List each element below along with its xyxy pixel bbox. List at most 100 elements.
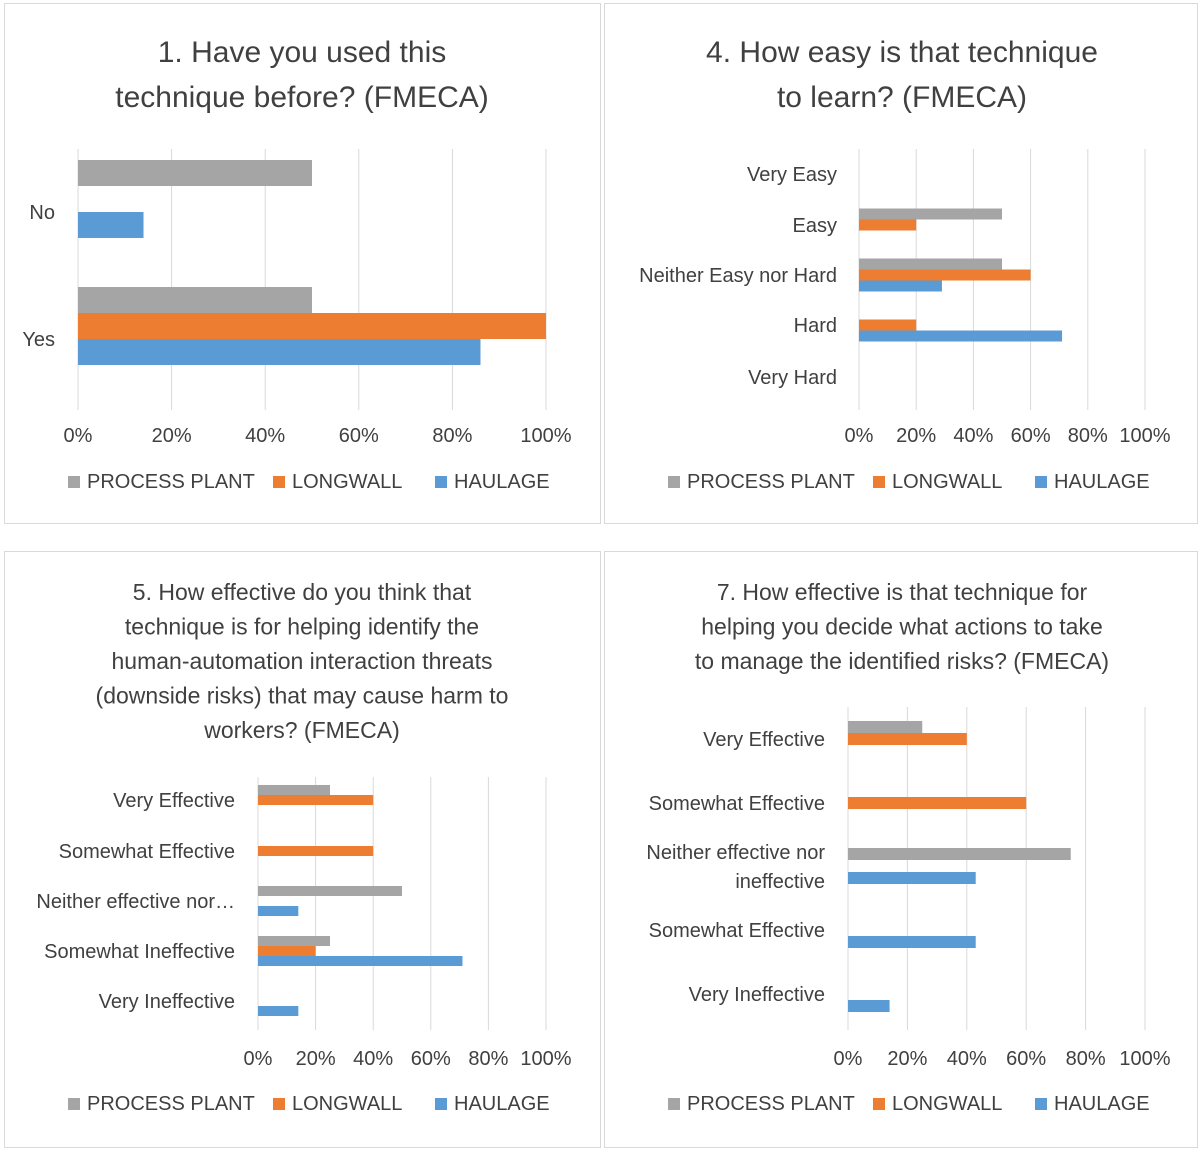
chart-title-line: technique is for helping identify the bbox=[125, 614, 479, 640]
category-label: No bbox=[29, 202, 55, 224]
bar-haulage bbox=[78, 212, 144, 238]
category-label: Easy bbox=[793, 215, 837, 237]
x-tick-label: 0% bbox=[64, 425, 93, 447]
x-tick-label: 20% bbox=[896, 425, 936, 447]
x-tick-label: 80% bbox=[432, 425, 472, 447]
chart-title-line: helping you decide what actions to take bbox=[701, 614, 1103, 640]
category-label: Neither Easy nor Hard bbox=[639, 265, 837, 287]
category-label: Very Easy bbox=[747, 164, 837, 186]
x-tick-label: 100% bbox=[1119, 425, 1170, 447]
legend-label: LONGWALL bbox=[292, 471, 402, 493]
category-label: Somewhat Effective bbox=[649, 793, 825, 815]
x-tick-label: 0% bbox=[244, 1048, 273, 1070]
legend-label: HAULAGE bbox=[1054, 471, 1150, 493]
legend-swatch bbox=[435, 1098, 447, 1110]
x-tick-label: 100% bbox=[520, 1048, 571, 1070]
x-tick-label: 100% bbox=[1119, 1048, 1170, 1070]
category-label: Very Ineffective bbox=[689, 984, 825, 1006]
bar-process-plant bbox=[258, 936, 330, 946]
category-label: Very Effective bbox=[113, 790, 235, 812]
chart-title-line: 1. Have you used this bbox=[158, 36, 447, 69]
chart-title-line: 4. How easy is that technique bbox=[706, 36, 1098, 69]
bar-longwall bbox=[78, 313, 546, 339]
chart-title-line: workers? (FMECA) bbox=[203, 717, 400, 743]
category-label: Somewhat Ineffective bbox=[44, 941, 235, 963]
legend-swatch bbox=[873, 1098, 885, 1110]
bar-longwall bbox=[859, 319, 917, 331]
legend-label: PROCESS PLANT bbox=[87, 1093, 255, 1115]
x-tick-label: 60% bbox=[1011, 425, 1051, 447]
legend-swatch bbox=[435, 476, 447, 488]
chart-panel-1: 1. Have you used this technique before? (… bbox=[4, 3, 601, 524]
x-tick-label: 40% bbox=[953, 425, 993, 447]
bar-haulage bbox=[848, 936, 976, 948]
bar-process-plant bbox=[859, 208, 1002, 220]
category-label: Very Ineffective bbox=[99, 991, 235, 1013]
bar-longwall bbox=[258, 946, 316, 956]
category-label: Very Hard bbox=[748, 367, 837, 389]
category-label: Somewhat Effective bbox=[59, 841, 235, 863]
legend-swatch bbox=[273, 1098, 285, 1110]
bar-haulage bbox=[848, 1000, 890, 1012]
bar-longwall bbox=[848, 797, 1027, 809]
legend-label: HAULAGE bbox=[454, 1093, 550, 1115]
legend-label: PROCESS PLANT bbox=[687, 471, 855, 493]
category-label: Neither effective nor bbox=[646, 842, 825, 864]
legend-label: LONGWALL bbox=[892, 471, 1002, 493]
x-tick-label: 100% bbox=[520, 425, 571, 447]
legend-swatch bbox=[273, 476, 285, 488]
chart-panel-4: 4. How easy is that technique to learn? (… bbox=[604, 3, 1198, 524]
bar-process-plant bbox=[78, 287, 312, 313]
category-label: Neither effective nor… bbox=[36, 891, 235, 913]
bar-process-plant bbox=[258, 886, 402, 896]
chart-title-line: to learn? (FMECA) bbox=[777, 81, 1027, 114]
bar-longwall bbox=[258, 846, 374, 856]
x-tick-label: 40% bbox=[245, 425, 285, 447]
chart-7-svg: 7. How effective is that technique for he… bbox=[646, 579, 1170, 1115]
x-tick-label: 80% bbox=[1068, 425, 1108, 447]
category-label: Hard bbox=[794, 315, 837, 337]
legend-label: HAULAGE bbox=[454, 471, 550, 493]
category-label: ineffective bbox=[735, 871, 825, 893]
legend-label: PROCESS PLANT bbox=[87, 471, 255, 493]
bar-process-plant bbox=[859, 258, 1002, 270]
legend-label: LONGWALL bbox=[292, 1093, 402, 1115]
bar-haulage bbox=[258, 956, 463, 966]
chart-title-line: human-automation interaction threats bbox=[112, 648, 493, 674]
legend-swatch bbox=[668, 476, 680, 488]
bar-haulage bbox=[258, 906, 299, 916]
chart-1-svg: 1. Have you used this technique before? (… bbox=[22, 36, 571, 493]
bar-process-plant bbox=[258, 785, 330, 795]
chart-title-line: to manage the identified risks? (FMECA) bbox=[695, 648, 1109, 674]
bar-haulage bbox=[78, 339, 481, 365]
x-tick-label: 20% bbox=[887, 1048, 927, 1070]
x-tick-label: 20% bbox=[296, 1048, 336, 1070]
bar-haulage bbox=[859, 280, 942, 292]
legend-swatch bbox=[1035, 1098, 1047, 1110]
bar-haulage bbox=[848, 872, 976, 884]
x-tick-label: 60% bbox=[339, 425, 379, 447]
x-tick-label: 80% bbox=[1066, 1048, 1106, 1070]
chart-title-line: technique before? (FMECA) bbox=[115, 81, 489, 114]
chart-title-line: 5. How effective do you think that bbox=[133, 579, 472, 605]
x-tick-label: 60% bbox=[1006, 1048, 1046, 1070]
legend-swatch bbox=[873, 476, 885, 488]
legend-swatch bbox=[68, 476, 80, 488]
x-tick-label: 0% bbox=[845, 425, 874, 447]
legend-label: HAULAGE bbox=[1054, 1093, 1150, 1115]
bar-process-plant bbox=[78, 160, 312, 186]
x-tick-label: 80% bbox=[468, 1048, 508, 1070]
bar-longwall bbox=[258, 795, 374, 805]
x-tick-label: 0% bbox=[834, 1048, 863, 1070]
chart-title-line: 7. How effective is that technique for bbox=[717, 579, 1088, 605]
category-label: Very Effective bbox=[703, 729, 825, 751]
x-tick-label: 60% bbox=[411, 1048, 451, 1070]
category-label: Yes bbox=[22, 329, 55, 351]
chart-panel-5: 5. How effective do you think that techni… bbox=[4, 551, 601, 1148]
bar-haulage bbox=[258, 1006, 299, 1016]
x-tick-label: 40% bbox=[353, 1048, 393, 1070]
chart-panel-7: 7. How effective is that technique for he… bbox=[604, 551, 1198, 1148]
bar-process-plant bbox=[848, 848, 1071, 860]
category-label: Somewhat Effective bbox=[649, 920, 825, 942]
x-tick-label: 20% bbox=[152, 425, 192, 447]
